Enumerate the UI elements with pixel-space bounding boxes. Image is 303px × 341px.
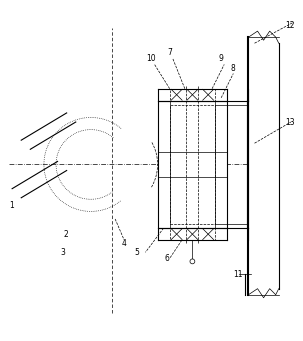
- Text: 8: 8: [231, 63, 236, 73]
- Text: 11: 11: [233, 269, 243, 279]
- Text: 13: 13: [285, 118, 295, 127]
- Text: 1: 1: [9, 202, 14, 210]
- Bar: [170, 228, 215, 240]
- Bar: [170, 89, 215, 101]
- Text: 2: 2: [64, 230, 68, 239]
- Bar: [158, 101, 227, 228]
- Text: 3: 3: [61, 248, 65, 257]
- Text: 12: 12: [285, 21, 294, 30]
- Text: 7: 7: [167, 48, 172, 57]
- Text: 9: 9: [219, 55, 224, 63]
- Text: 5: 5: [134, 248, 139, 257]
- Text: 10: 10: [147, 55, 156, 63]
- Text: 4: 4: [122, 239, 127, 248]
- Text: 6: 6: [164, 254, 169, 263]
- Circle shape: [190, 259, 195, 264]
- Bar: [170, 105, 215, 223]
